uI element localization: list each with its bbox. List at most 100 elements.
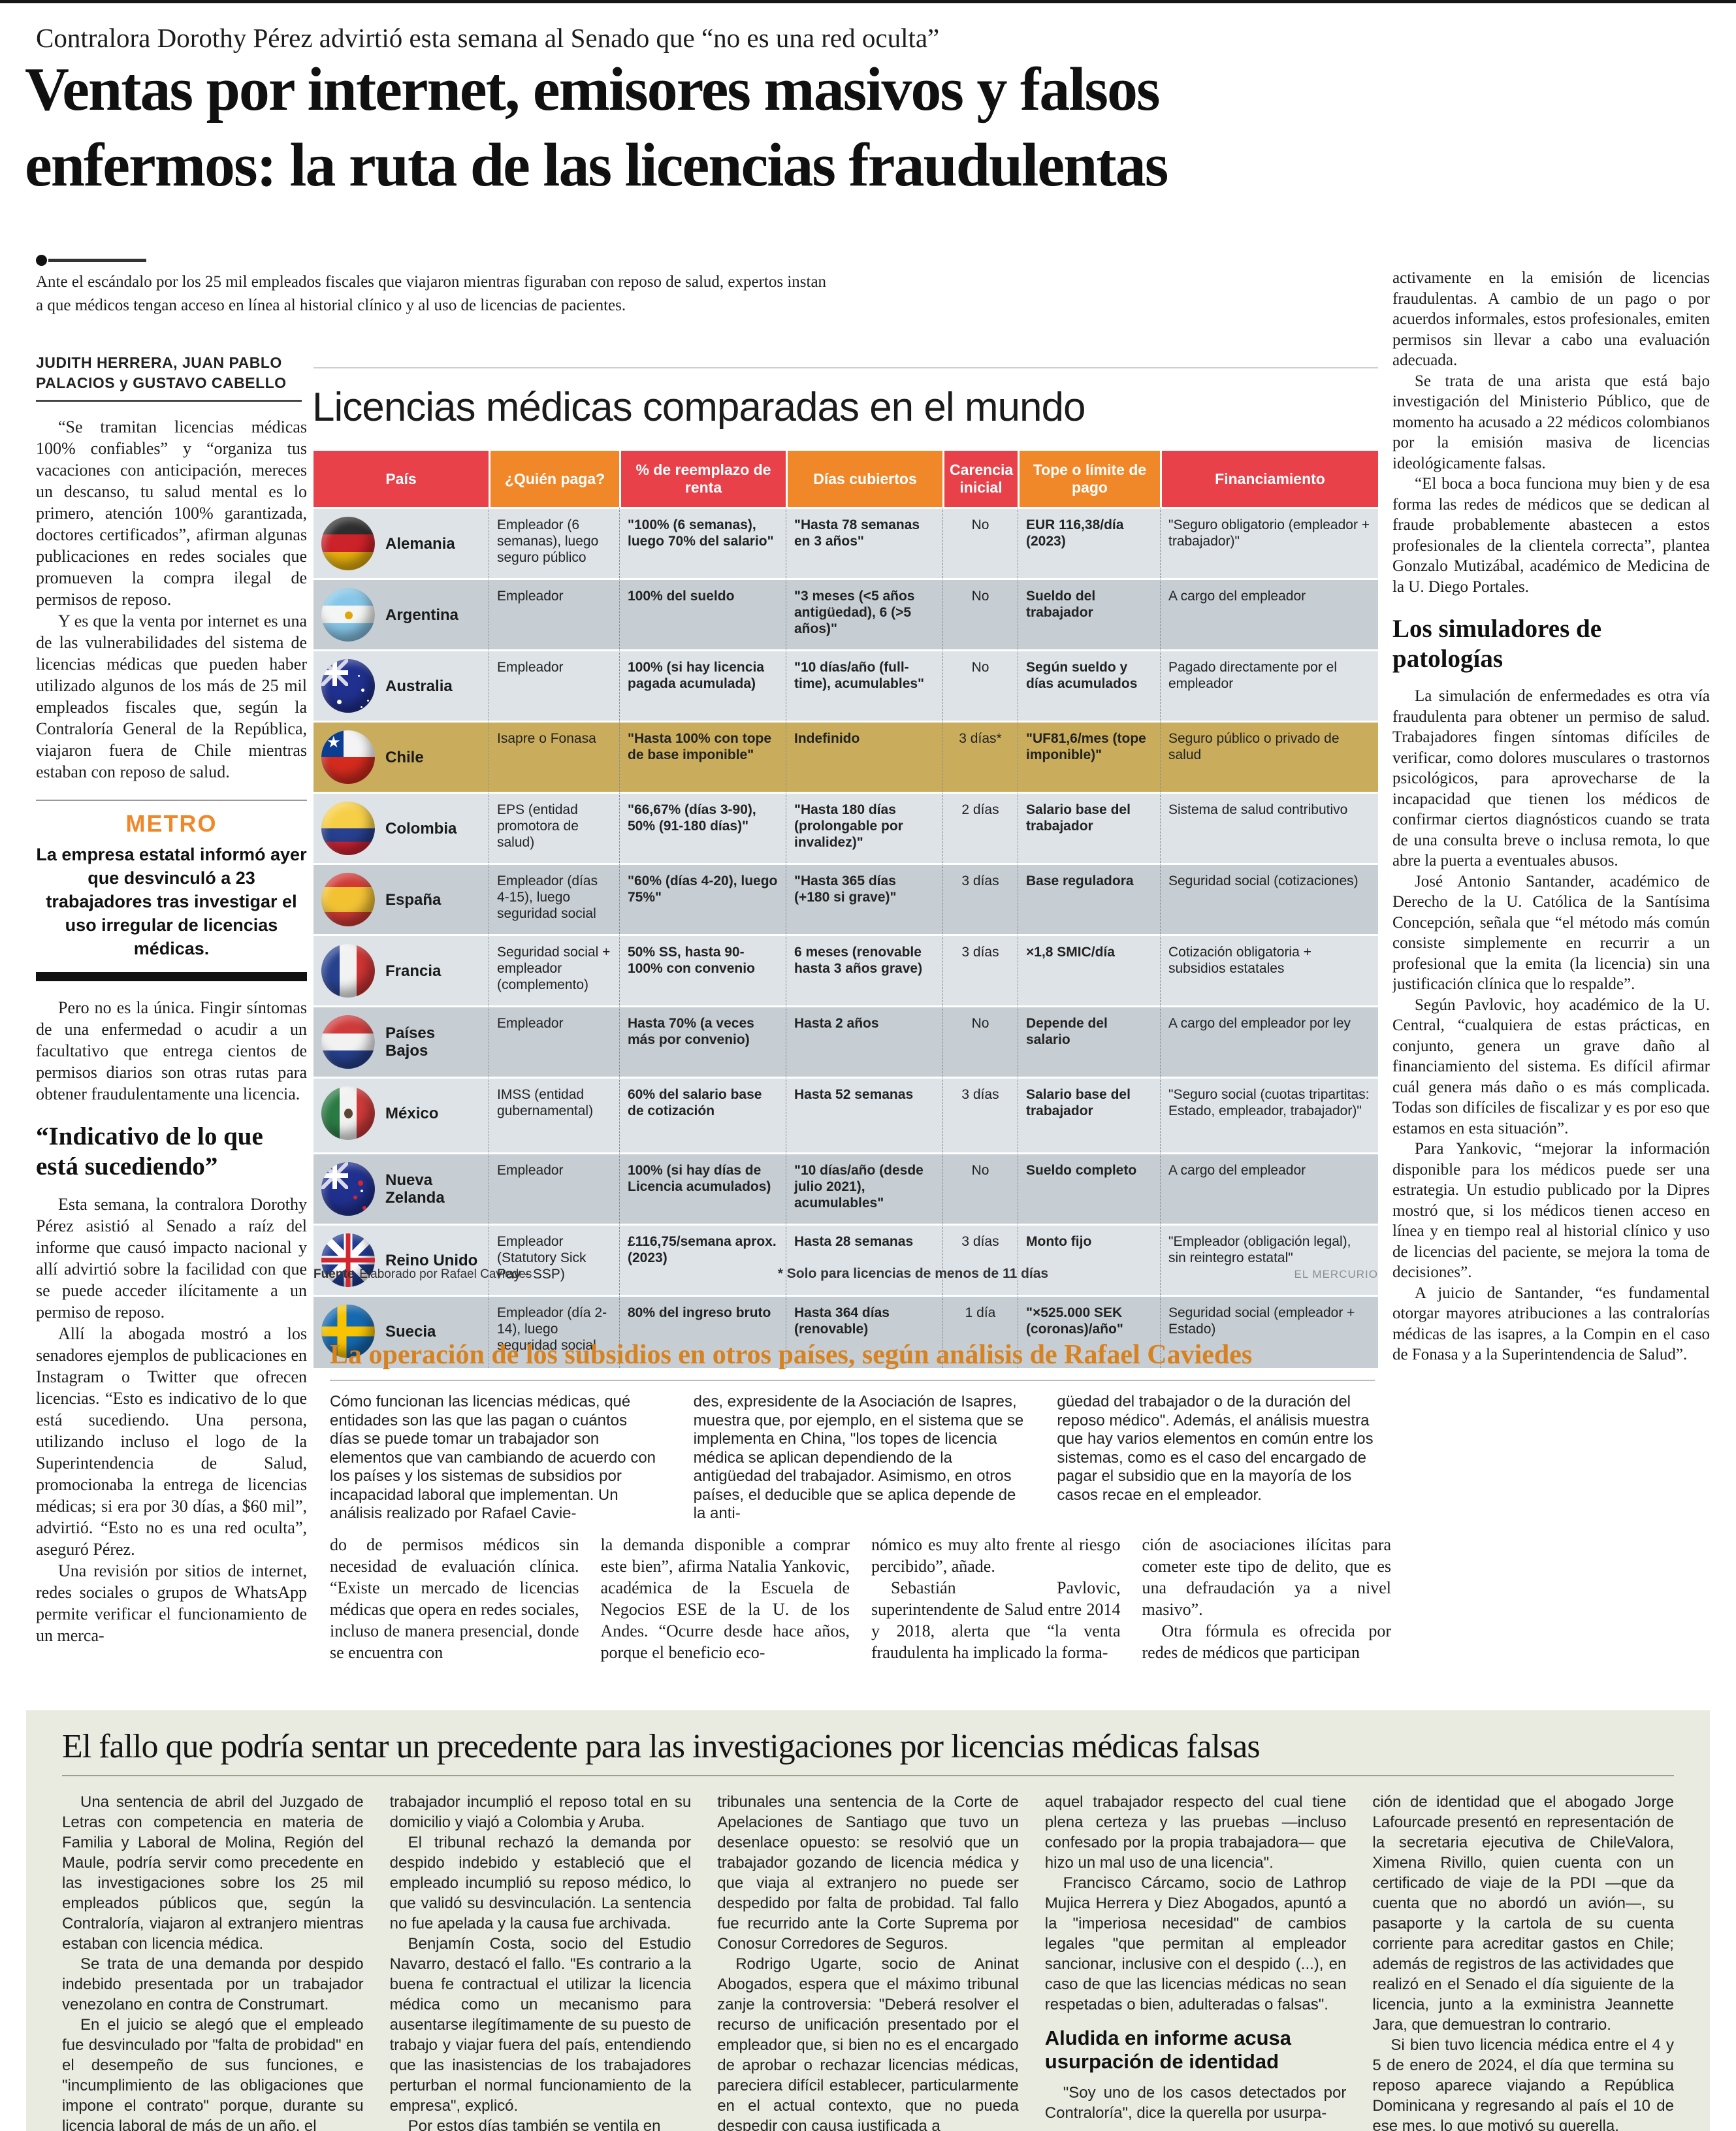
bottom-column: tribunales una sentencia de la Corte de …: [717, 1792, 1019, 2131]
country-name: Argentina: [385, 606, 459, 624]
flag-co-icon: [321, 802, 375, 855]
paragraph: aquel trabajador respecto del cual tiene…: [1044, 1793, 1347, 1872]
flag-mx-icon: [321, 1086, 375, 1140]
table-cell: Empleador (día 2-14), luego seguridad so…: [489, 1295, 619, 1368]
paragraph: En el juicio se alegó que el empleado fu…: [62, 2016, 364, 2131]
country-name: Chile: [385, 748, 424, 766]
table-row-au: Australia Empleador 100% (si hay licencia …: [313, 649, 1378, 721]
table-cell: Seguridad social (cotizaciones): [1160, 863, 1378, 934]
column-header: % de reemplazo de renta: [619, 451, 786, 507]
table-cell: No: [942, 1005, 1018, 1077]
table-cell: 100% (si hay licencia pagada acumulada): [619, 649, 786, 721]
divider-dot-icon: [36, 255, 47, 266]
table-cell: "60% (días 4-20), luego 75%": [619, 863, 786, 934]
table-row-se: Suecia Empleador (día 2-14), luego seguri…: [313, 1295, 1378, 1368]
paragraph: José Antonio Santander, académico de Der…: [1392, 872, 1710, 994]
paragraph: tribunales una sentencia de la Corte de …: [717, 1793, 1019, 1953]
section-divider: [36, 255, 146, 266]
page-top-rule: [0, 0, 1736, 3]
table-cell: 1 día: [942, 1295, 1018, 1368]
table-cell: Hasta 28 semanas: [786, 1224, 942, 1295]
flag-fr-icon: [321, 944, 375, 998]
paragraph: Benjamín Costa, socio del Estudio Navarr…: [389, 1935, 692, 2115]
paragraph: Una sentencia de abril del Juzgado de Le…: [62, 1793, 364, 1953]
right-column-paragraphs: activamente en la emisión de licencias f…: [1392, 268, 1710, 597]
paragraph: des, expresidente de la Asociación de Is…: [693, 1393, 1024, 1522]
paragraph: Cómo funcionan las licencias médicas, qu…: [330, 1393, 656, 1522]
country-name: Reino Unido: [385, 1251, 478, 1269]
table-cell: Hasta 2 años: [786, 1005, 942, 1077]
table-cell: Base reguladora: [1018, 863, 1160, 934]
paragraph: ción de identidad que el abogado Jorge L…: [1372, 1793, 1674, 2034]
paragraph: trabajador incumplió el reposo total en …: [389, 1793, 692, 1831]
table-row-nl: Países Bajos Empleador Hasta 70% (a veces …: [313, 1005, 1378, 1077]
analysis-columns: Cómo funcionan las licencias médicas, qu…: [330, 1393, 1388, 1523]
infographic-title: Licencias médicas comparadas en el mundo: [312, 385, 1085, 430]
country-name: Colombia: [385, 819, 457, 838]
infographic-source: Fuente Elaborado por Rafael Caviedes: [313, 1267, 532, 1282]
left-column-paragraphs-2: Esta semana, la contralora Dorothy Pérez…: [36, 1194, 307, 1646]
headline-line-1: Ventas por internet, emisores masivos y …: [25, 56, 1161, 123]
paragraph: Para Yankovic, “mejorar la información d…: [1392, 1140, 1710, 1281]
table-cell: Seguro público o privado de salud: [1160, 721, 1378, 792]
country-cell: México: [313, 1077, 489, 1152]
analysis-section-title: La operación de los subsidios en otros p…: [330, 1340, 1253, 1370]
paragraph: ción de asociaciones ilícitas para comet…: [1142, 1535, 1392, 1619]
paragraph: Por estos días también se ventila en: [408, 2117, 661, 2131]
paragraph: Y es que la venta por internet es una de…: [36, 611, 307, 781]
table-row-ar: Argentina Empleador 100% del sueldo "3 mese…: [313, 578, 1378, 649]
table-cell: IMSS (entidad gubernamental): [489, 1077, 619, 1152]
country-name: Francia: [385, 962, 442, 980]
table-cell: EPS (entidad promotora de salud): [489, 792, 619, 863]
table-cell: 80% del ingreso bruto: [619, 1295, 786, 1368]
source-text: Elaborado por Rafael Caviedes: [359, 1267, 532, 1281]
paragraph: “El boca a boca funciona muy bien y de e…: [1392, 475, 1710, 596]
table-cell: Empleador: [489, 1005, 619, 1077]
country-name: Nueva Zelanda: [385, 1171, 445, 1207]
country-cell: Países Bajos: [313, 1005, 489, 1077]
table-cell: Empleador (días 4-15), luego seguridad s…: [489, 863, 619, 934]
table-cell: 3 días: [942, 1077, 1018, 1152]
paragraph: do de permisos médicos sin necesidad de …: [330, 1535, 579, 1662]
right-article-column: activamente en la emisión de licencias f…: [1392, 268, 1710, 1705]
table-cell: EUR 116,38/día (2023): [1018, 507, 1160, 578]
table-cell: "UF81,6/mes (tope imponible)": [1018, 721, 1160, 792]
table-cell: 100% (si hay días de Licencia acumulados…: [619, 1152, 786, 1224]
country-name: México: [385, 1104, 439, 1122]
table-cell: Sistema de salud contributivo: [1160, 792, 1378, 863]
table-cell: A cargo del empleador: [1160, 1152, 1378, 1224]
table-cell: Pagado directamente por el empleador: [1160, 649, 1378, 721]
country-cell: España: [313, 863, 489, 934]
metro-box: METRO La empresa estatal informó ayer qu…: [36, 800, 307, 981]
table-cell: "Seguro social (cuotas tripartitas: Esta…: [1160, 1077, 1378, 1152]
table-cell: "Seguro obligatorio (empleador + trabaja…: [1160, 507, 1378, 578]
paragraph: Sebastián Pavlovic, superintendente de S…: [871, 1578, 1121, 1662]
paragraph: nómico es muy alto frente al riesgo perc…: [871, 1535, 1121, 1576]
headline-line-2: enfermos: la ruta de las licencias fraud…: [25, 131, 1168, 199]
table-cell: ×1,8 SMIC/día: [1018, 934, 1160, 1005]
country-cell: Reino Unido: [313, 1224, 489, 1295]
licencias-comparison-table: País ¿Quién paga?% de reemplazo de renta D…: [313, 451, 1378, 1368]
left-column-subheading: “Indicativo de lo que está sucediendo”: [36, 1122, 263, 1180]
flag-de-icon: [321, 517, 375, 570]
flag-nz-icon: [321, 1162, 375, 1216]
paragraph: Si bien tuvo licencia médica entre el 4 …: [1372, 2036, 1674, 2131]
bottom-column: aquel trabajador respecto del cual tiene…: [1045, 1792, 1347, 2131]
table-cell: "Hasta 365 días (+180 si grave)": [786, 863, 942, 934]
column-header: País: [313, 451, 489, 507]
country-cell: Argentina: [313, 578, 489, 649]
table-cell: 3 días*: [942, 721, 1018, 792]
table-cell: 50% SS, hasta 90-100% con convenio: [619, 934, 786, 1005]
flag-gb-icon: [321, 1233, 375, 1287]
paragraph: la demanda disponible a comprar este bie…: [600, 1535, 850, 1662]
continuation-column: nómico es muy alto frente al riesgo perc…: [871, 1534, 1121, 1663]
table-cell: 100% del sueldo: [619, 578, 786, 649]
paragraph: Esta semana, la contralora Dorothy Pérez…: [36, 1195, 307, 1322]
country-name: Australia: [385, 677, 453, 695]
table-cell: Salario base del trabajador: [1018, 1077, 1160, 1152]
paragraph: Otra fórmula es ofrecida por redes de mé…: [1142, 1621, 1392, 1662]
continuation-column: la demanda disponible a comprar este bie…: [601, 1534, 850, 1663]
table-cell: No: [942, 649, 1018, 721]
paragraph: Una revisión por sitios de internet, red…: [36, 1561, 307, 1645]
analysis-column: Cómo funcionan las licencias médicas, qu…: [330, 1393, 661, 1523]
